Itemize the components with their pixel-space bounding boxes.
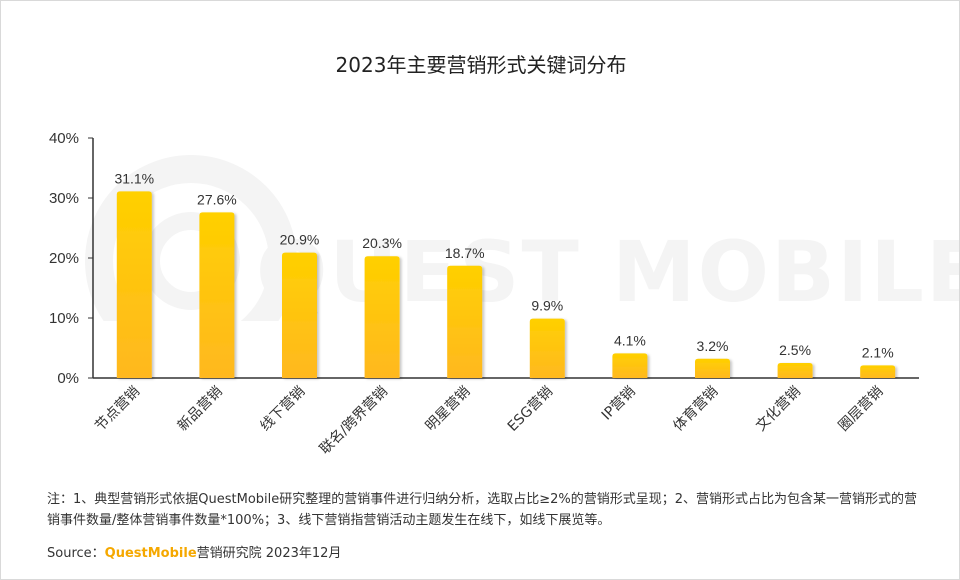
- category-label: 明星营销: [423, 384, 474, 435]
- category-label: 联名/跨界营销: [317, 384, 391, 458]
- source-brand: QuestMobile: [104, 546, 197, 561]
- bar: [777, 363, 813, 378]
- category-label: IP营销: [599, 384, 639, 424]
- source-label: Source：: [47, 546, 105, 561]
- bar: [529, 318, 565, 378]
- bar: [199, 212, 235, 378]
- category-label: 体育营销: [670, 384, 721, 435]
- bar: [116, 191, 152, 378]
- source-line: Source：QuestMobile营销研究院 2023年12月: [47, 542, 341, 561]
- bar: [282, 252, 317, 378]
- y-tick-label: 20%: [49, 250, 79, 267]
- bar-value-label: 2.1%: [862, 344, 894, 360]
- category-label: 圈层营销: [836, 384, 887, 435]
- bar-value-label: 3.2%: [697, 338, 729, 354]
- bar-value-label: 20.3%: [362, 235, 402, 251]
- chart-title: 2023年主要营销形式关键词分布: [335, 53, 627, 77]
- source-rest: 营销研究院 2023年12月: [196, 546, 342, 561]
- footnote: 注：1、典型营销形式依据QuestMobile研究整理的营销事件进行归纳分析，选…: [47, 492, 918, 528]
- bar-value-label: 31.1%: [114, 170, 154, 186]
- bar-value-label: 9.9%: [531, 298, 563, 314]
- bar-value-label: 4.1%: [614, 332, 646, 348]
- bar: [695, 358, 730, 378]
- category-label: 新品营销: [175, 384, 226, 435]
- category-label: 文化营销: [753, 384, 804, 435]
- y-tick-label: 30%: [49, 190, 79, 207]
- bar-value-label: 18.7%: [445, 245, 485, 261]
- bar-value-label: 27.6%: [197, 191, 237, 207]
- category-label: 节点营销: [92, 384, 143, 435]
- bar: [860, 365, 896, 378]
- y-tick-label: 40%: [49, 130, 79, 147]
- bar: [612, 353, 648, 378]
- category-label: 线下营销: [257, 384, 308, 435]
- bar-value-label: 2.5%: [779, 342, 811, 358]
- bar-value-label: 20.9%: [280, 232, 320, 248]
- y-tick-label: 0%: [57, 370, 79, 387]
- y-tick-label: 10%: [49, 310, 79, 327]
- bar: [364, 256, 400, 378]
- category-label: ESG营销: [505, 384, 556, 435]
- bar-chart: 0% 10% 20% 30% 40% 31.1% 27.6% 20.9% 20.3% 18.7%…: [49, 130, 919, 458]
- bar: [447, 265, 483, 378]
